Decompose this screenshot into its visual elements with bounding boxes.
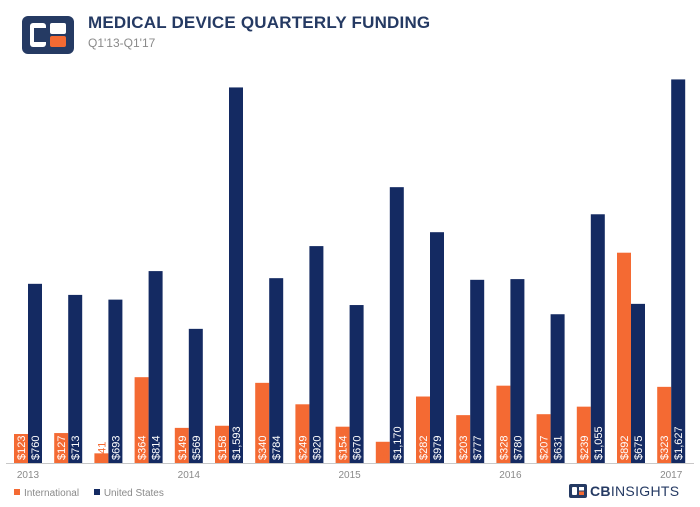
- bar-international-10: [416, 396, 430, 463]
- bar-international-13: [536, 414, 551, 463]
- brand-name-light: INSIGHTS: [610, 483, 680, 499]
- bar-united-states-4: [188, 328, 203, 463]
- value-label-united-states-13: $631: [553, 436, 565, 460]
- value-label-international-4: $149: [177, 436, 189, 460]
- bar-united-states-12: [510, 279, 525, 463]
- bar-international-5: [215, 425, 229, 463]
- value-label-united-states-12: $780: [512, 436, 524, 460]
- value-label-international-10: $282: [418, 436, 430, 460]
- value-label-international-6: $340: [257, 436, 269, 460]
- value-label-united-states-1: $713: [70, 436, 82, 460]
- value-label-international-11: $203: [458, 436, 470, 460]
- bar-united-states-9: [389, 187, 404, 463]
- x-tick-label-2015: 2015: [338, 470, 361, 481]
- value-label-international-14: $239: [579, 436, 591, 460]
- bar-united-states-13: [550, 314, 565, 463]
- value-label-international-5: $158: [217, 436, 229, 460]
- bar-united-states-15: [631, 303, 645, 463]
- bar-united-states-5: [229, 87, 243, 464]
- bar-international-0: [14, 434, 28, 463]
- bar-united-states-11: [470, 279, 485, 463]
- value-label-united-states-8: $670: [352, 436, 364, 460]
- value-label-international-0: $123: [16, 436, 28, 460]
- legend-item-united-states: United States: [93, 488, 164, 499]
- legend-swatch-united-states: [93, 489, 100, 496]
- value-label-united-states-2: $693: [110, 436, 122, 460]
- chart-subtitle: Q1'13-Q1'17: [88, 36, 156, 50]
- legend-label-international: International: [24, 488, 80, 499]
- bar-international-15: [617, 252, 631, 463]
- value-label-united-states-15: $675: [633, 436, 645, 460]
- value-label-united-states-3: $814: [151, 436, 163, 460]
- chart-legend: International United States: [14, 488, 176, 499]
- cb-insights-logo-icon: [22, 16, 74, 54]
- x-tick-label-2016: 2016: [499, 470, 522, 481]
- value-label-united-states-11: $777: [472, 436, 484, 460]
- legend-item-international: International: [14, 488, 79, 499]
- bar-international-16: [657, 386, 672, 463]
- value-label-united-states-10: $979: [432, 436, 444, 460]
- bar-united-states-8: [349, 305, 364, 463]
- legend-label-united-states: United States: [103, 488, 164, 499]
- value-label-international-12: $328: [498, 436, 510, 460]
- bar-international-1: [54, 433, 69, 463]
- bar-united-states-7: [309, 246, 324, 463]
- value-label-united-states-9: $1,170: [392, 426, 404, 460]
- bar-international-9: [375, 441, 390, 463]
- chart-title: MEDICAL DEVICE QUARTERLY FUNDING: [88, 13, 431, 32]
- bar-international-11: [456, 415, 471, 463]
- bar-united-states-14: [590, 214, 605, 463]
- brand-name-bold: CB: [590, 483, 611, 499]
- bar-international-6: [255, 382, 270, 463]
- cb-insights-small-logo-icon: [569, 484, 587, 498]
- x-tick-label-2013: 2013: [17, 470, 40, 481]
- value-label-international-13: $207: [539, 436, 551, 460]
- bar-international-2: [94, 453, 109, 463]
- value-label-international-3: $364: [137, 436, 149, 460]
- value-label-united-states-16: $1,627: [673, 426, 685, 460]
- value-label-united-states-14: $1,055: [593, 426, 605, 460]
- brand-name: CBINSIGHTS: [590, 483, 679, 499]
- bar-united-states-0: [28, 283, 42, 463]
- bar-united-states-1: [68, 294, 83, 463]
- bar-international-12: [496, 385, 511, 463]
- chart-header: MEDICAL DEVICE QUARTERLY FUNDING Q1'13-Q…: [0, 0, 700, 60]
- value-label-united-states-0: $760: [30, 436, 42, 460]
- value-label-international-8: $154: [338, 436, 350, 460]
- value-label-united-states-4: $569: [191, 436, 203, 460]
- value-label-international-7: $249: [297, 436, 309, 460]
- value-label-international-2: $41: [96, 442, 108, 460]
- bar-international-8: [335, 426, 350, 463]
- value-label-international-9: $90: [378, 442, 390, 460]
- bar-international-7: [295, 404, 310, 463]
- bar-united-states-3: [148, 271, 163, 463]
- bar-united-states-16: [671, 79, 686, 463]
- x-tick-label-2014: 2014: [178, 470, 201, 481]
- bar-united-states-10: [430, 232, 444, 463]
- bar-international-3: [134, 377, 149, 463]
- bar-international-14: [576, 406, 591, 463]
- bar-international-4: [174, 427, 189, 463]
- value-label-united-states-6: $784: [271, 436, 283, 460]
- value-label-united-states-7: $920: [311, 436, 323, 460]
- bar-united-states-2: [108, 299, 123, 463]
- x-tick-label-2017: 2017: [660, 470, 683, 481]
- value-label-international-16: $323: [659, 436, 671, 460]
- bar-united-states-6: [269, 278, 284, 463]
- legend-swatch-international: [14, 489, 20, 496]
- value-label-international-1: $127: [56, 436, 68, 460]
- value-label-united-states-5: $1,593: [231, 426, 243, 460]
- value-label-international-15: $892: [619, 436, 631, 460]
